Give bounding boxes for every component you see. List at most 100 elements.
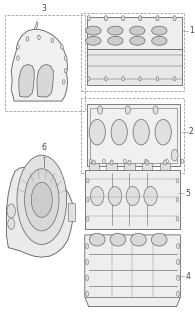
Ellipse shape	[17, 155, 67, 244]
Text: 5: 5	[185, 188, 190, 198]
Ellipse shape	[108, 26, 123, 35]
Ellipse shape	[90, 187, 104, 206]
Circle shape	[176, 217, 179, 221]
Polygon shape	[19, 64, 34, 97]
Circle shape	[139, 16, 142, 21]
Circle shape	[176, 260, 180, 265]
Circle shape	[86, 179, 89, 183]
Ellipse shape	[86, 26, 101, 35]
Circle shape	[176, 197, 179, 202]
Circle shape	[122, 76, 124, 81]
Polygon shape	[87, 49, 182, 85]
Circle shape	[86, 217, 89, 221]
Circle shape	[7, 204, 15, 218]
Ellipse shape	[151, 233, 167, 246]
Ellipse shape	[89, 233, 105, 246]
Circle shape	[121, 16, 125, 21]
Circle shape	[139, 76, 142, 81]
Ellipse shape	[152, 36, 167, 45]
Circle shape	[166, 159, 168, 164]
Circle shape	[8, 218, 15, 229]
Text: 1: 1	[189, 26, 194, 35]
Ellipse shape	[86, 36, 101, 45]
Circle shape	[105, 76, 107, 81]
Bar	[89, 163, 99, 170]
Polygon shape	[85, 235, 180, 307]
Circle shape	[173, 16, 176, 21]
Bar	[81, 13, 184, 92]
Circle shape	[176, 244, 180, 249]
Ellipse shape	[133, 119, 149, 145]
Circle shape	[153, 106, 158, 114]
Polygon shape	[6, 167, 73, 257]
Text: 4: 4	[185, 272, 190, 281]
Circle shape	[38, 35, 40, 40]
Ellipse shape	[130, 36, 145, 45]
Circle shape	[176, 275, 180, 280]
Bar	[142, 163, 152, 170]
Bar	[106, 163, 117, 170]
Circle shape	[87, 16, 90, 21]
Circle shape	[103, 159, 105, 164]
Circle shape	[145, 159, 147, 164]
Bar	[124, 163, 135, 170]
Circle shape	[128, 160, 131, 165]
Bar	[90, 108, 177, 163]
Ellipse shape	[25, 169, 59, 231]
Circle shape	[173, 76, 176, 81]
Circle shape	[181, 159, 184, 164]
Polygon shape	[37, 64, 53, 97]
Circle shape	[110, 160, 113, 165]
Circle shape	[86, 275, 89, 280]
Circle shape	[86, 197, 89, 202]
Circle shape	[156, 76, 159, 81]
Circle shape	[163, 160, 167, 165]
Text: 6: 6	[41, 143, 46, 157]
Circle shape	[89, 159, 92, 164]
Circle shape	[17, 45, 19, 49]
Ellipse shape	[108, 187, 122, 206]
Circle shape	[104, 16, 107, 21]
Circle shape	[62, 80, 65, 84]
Circle shape	[124, 159, 126, 164]
Bar	[85, 170, 180, 228]
Bar	[87, 104, 180, 166]
Circle shape	[156, 16, 159, 21]
Ellipse shape	[155, 119, 171, 145]
Polygon shape	[34, 21, 38, 29]
Circle shape	[51, 38, 54, 43]
Circle shape	[176, 291, 180, 296]
Ellipse shape	[131, 233, 146, 246]
Polygon shape	[87, 17, 182, 49]
Circle shape	[64, 56, 67, 60]
Circle shape	[92, 160, 95, 165]
Circle shape	[176, 179, 179, 183]
Ellipse shape	[152, 26, 167, 35]
Circle shape	[26, 37, 29, 41]
Ellipse shape	[111, 119, 127, 145]
Ellipse shape	[89, 119, 105, 145]
Circle shape	[64, 68, 67, 73]
Circle shape	[60, 45, 63, 49]
Circle shape	[86, 244, 89, 249]
Ellipse shape	[130, 26, 145, 35]
Bar	[68, 203, 75, 220]
Circle shape	[98, 106, 103, 114]
Ellipse shape	[110, 233, 126, 246]
Text: 2: 2	[189, 127, 194, 136]
Bar	[4, 15, 85, 111]
Circle shape	[125, 106, 130, 114]
Text: 3: 3	[37, 4, 46, 19]
Circle shape	[87, 76, 90, 81]
Circle shape	[146, 160, 149, 165]
Bar	[81, 98, 184, 173]
Circle shape	[31, 182, 52, 217]
Ellipse shape	[126, 187, 139, 206]
Ellipse shape	[144, 187, 157, 206]
Circle shape	[17, 56, 19, 60]
Bar	[160, 163, 170, 170]
Circle shape	[171, 149, 178, 161]
Circle shape	[86, 260, 89, 265]
Polygon shape	[11, 29, 68, 101]
Ellipse shape	[108, 36, 123, 45]
